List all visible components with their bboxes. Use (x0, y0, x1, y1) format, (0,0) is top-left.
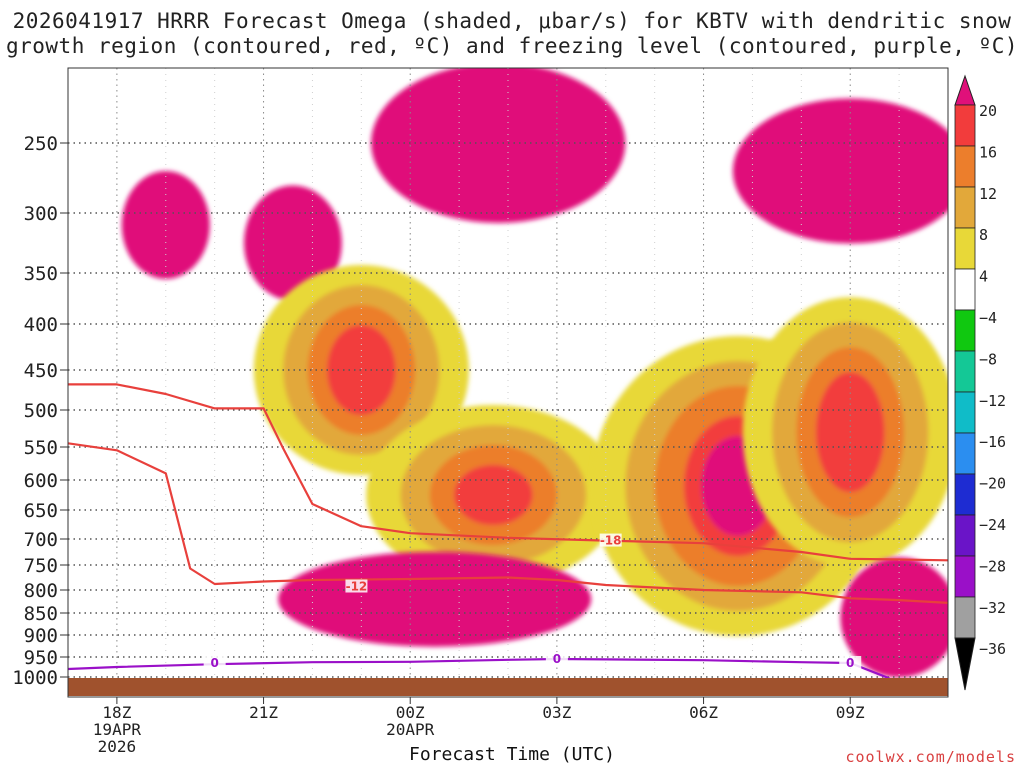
contour-label-bg (545, 652, 568, 665)
colorbar-swatch (954, 432, 976, 475)
colorbar-label: 4 (979, 268, 988, 286)
omega-shade (893, 608, 905, 627)
colorbar-cap-bottom (954, 637, 976, 691)
colorbar-swatch (954, 104, 976, 147)
colorbar-swatch (954, 309, 976, 352)
y-tick-label-1000: 1000 (12, 667, 58, 689)
colorbar-swatch (954, 391, 976, 434)
x-tick-label: 03Z (542, 703, 571, 722)
contour-label-bg (599, 533, 622, 547)
contour-label: 0 (553, 652, 561, 666)
colorbar-label: 20 (979, 102, 997, 120)
colorbar-label: 16 (979, 143, 997, 161)
contour-label: -12 (346, 580, 368, 594)
x-tick-label: 19APR (93, 720, 142, 739)
colorbar-label: −28 (979, 557, 1006, 575)
y-tick-label-350: 350 (24, 263, 58, 285)
colorbar-swatch (954, 227, 976, 270)
contour-label-bg (203, 656, 226, 669)
y-tick-label-950: 950 (24, 647, 58, 669)
ground-surface (68, 678, 948, 696)
colorbar-swatch (954, 473, 976, 516)
colorbar-label: −24 (979, 516, 1006, 534)
colorbar: 20 16 12 8 4 −4 −8 −12 −16 −20 −24 −28 −32 −36 (954, 74, 1006, 691)
colorbar-label: 12 (979, 185, 997, 203)
contour-freezing (68, 657, 890, 680)
x-tick-label: 18Z (102, 703, 131, 722)
omega-core-low-rise-01z (278, 551, 592, 647)
omega-shade (400, 586, 469, 612)
omega-shade (476, 484, 511, 506)
title-line-2: growth region (contoured, red, ºC) and f… (5, 34, 1019, 58)
y-tick-label-750: 750 (24, 555, 58, 577)
contour-label: 0 (210, 656, 218, 670)
omega-core-sink-2330z (253, 265, 469, 475)
colorbar-swatch (954, 514, 976, 557)
contour-lines: -12 -18 0 0 0 (68, 383, 948, 680)
y-axis: 2503003504004505005506006507007508008509… (12, 133, 68, 689)
contour-label-bg (839, 656, 862, 669)
colorbar-label: −12 (979, 392, 1006, 410)
omega-core-low-rise-10z (840, 557, 948, 678)
omega-shade (349, 357, 374, 383)
x-tick-label: 09Z (836, 703, 865, 722)
colorbar-label: 8 (979, 226, 988, 244)
plot-frame (67, 67, 949, 698)
y-tick-label-800: 800 (24, 580, 58, 602)
x-tick-label: 21Z (249, 703, 278, 722)
x-tick-label: 2026 (98, 737, 137, 756)
colorbar-label: −36 (979, 640, 1006, 658)
title-line-1: 2026041917 HRRR Forecast Omega (shaded, … (12, 9, 1012, 33)
colorbar-swatch (954, 145, 976, 188)
credit-link[interactable]: coolwx.com/models (845, 748, 1016, 766)
colorbar-label: −8 (979, 350, 997, 368)
x-tick-label: 06Z (689, 703, 718, 722)
colorbar-swatch (954, 350, 976, 393)
colorbar-label: −32 (979, 599, 1006, 617)
omega-shade (278, 223, 308, 263)
y-tick-label-450: 450 (24, 360, 58, 382)
contour-label: -18 (600, 534, 622, 548)
contour-label-bg (345, 579, 368, 593)
contour-label: 0 (846, 656, 854, 670)
y-tick-label-400: 400 (24, 314, 58, 336)
x-tick-label: 20APR (386, 720, 435, 739)
y-tick-label-500: 500 (24, 400, 58, 422)
colorbar-label: −4 (979, 309, 997, 327)
y-tick-label-700: 700 (24, 529, 58, 551)
x-axis-title: Forecast Time (UTC) (409, 744, 615, 765)
colorbar-swatch (954, 268, 976, 311)
contour-dgz0 (68, 442, 948, 604)
y-tick-label-600: 600 (24, 470, 58, 492)
omega-shade (833, 151, 868, 191)
y-tick-label-250: 250 (24, 133, 58, 155)
x-tick-label: 00Z (396, 703, 425, 722)
y-tick-label-900: 900 (24, 625, 58, 647)
colorbar-label: −20 (979, 475, 1006, 493)
colorbar-cap-top (954, 74, 976, 106)
omega-core-upper-rise-09z (732, 98, 948, 244)
y-tick-label-850: 850 (24, 603, 58, 625)
contour-dgz1 (68, 383, 948, 562)
colorbar-swatch (954, 555, 976, 598)
grid (68, 68, 949, 678)
y-tick-label-550: 550 (24, 437, 58, 459)
y-tick-label-650: 650 (24, 500, 58, 522)
y-tick-label-300: 300 (24, 203, 58, 225)
colorbar-swatch (954, 186, 976, 229)
colorbar-label: −16 (979, 433, 1006, 451)
colorbar-swatch (954, 596, 976, 639)
